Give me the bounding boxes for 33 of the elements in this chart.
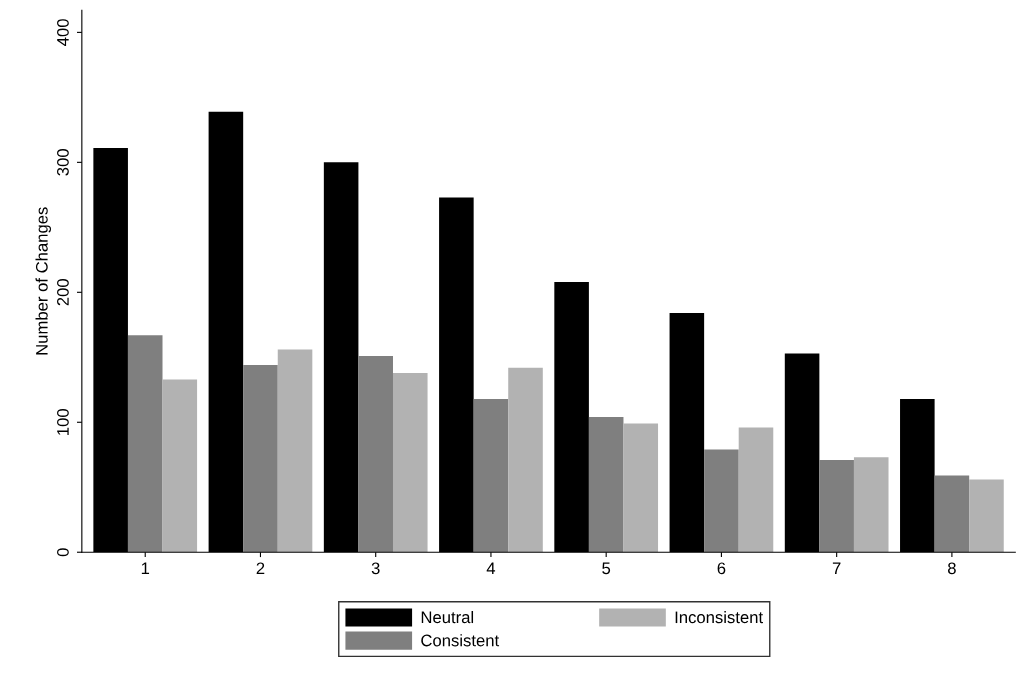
bar bbox=[819, 459, 854, 553]
x-tick-label: 2 bbox=[256, 562, 265, 575]
bar bbox=[277, 349, 313, 553]
bar bbox=[127, 335, 163, 553]
bar bbox=[508, 367, 543, 553]
bar bbox=[162, 379, 198, 553]
y-tick-label: 0 bbox=[57, 548, 69, 557]
bar bbox=[704, 449, 739, 553]
legend-label: Consistent bbox=[421, 634, 500, 647]
bar bbox=[243, 365, 278, 553]
x-tick-label: 5 bbox=[602, 562, 611, 575]
legend-label: Inconsistent bbox=[675, 610, 763, 624]
bar bbox=[934, 475, 970, 553]
x-tick-label: 7 bbox=[832, 562, 841, 575]
y-tick-label: 400 bbox=[57, 19, 69, 46]
bar bbox=[853, 457, 889, 553]
x-tick-label: 3 bbox=[371, 562, 380, 575]
y-tick-label: 100 bbox=[57, 409, 69, 435]
bar bbox=[473, 398, 509, 553]
bar bbox=[969, 479, 1004, 553]
x-tick-label: 8 bbox=[947, 562, 956, 575]
bar bbox=[623, 423, 659, 553]
legend-label: Neutral bbox=[421, 610, 474, 624]
bar bbox=[358, 355, 393, 553]
x-tick-label: 1 bbox=[141, 562, 150, 575]
y-tick-label: 200 bbox=[57, 279, 69, 306]
x-tick-label: 6 bbox=[717, 562, 726, 575]
y-tick-label: 300 bbox=[57, 149, 69, 176]
bar bbox=[392, 372, 428, 553]
y-axis-title: Number of Changes bbox=[35, 207, 52, 355]
x-tick-label: 4 bbox=[486, 562, 496, 575]
bar bbox=[738, 427, 774, 553]
bar bbox=[588, 417, 624, 553]
